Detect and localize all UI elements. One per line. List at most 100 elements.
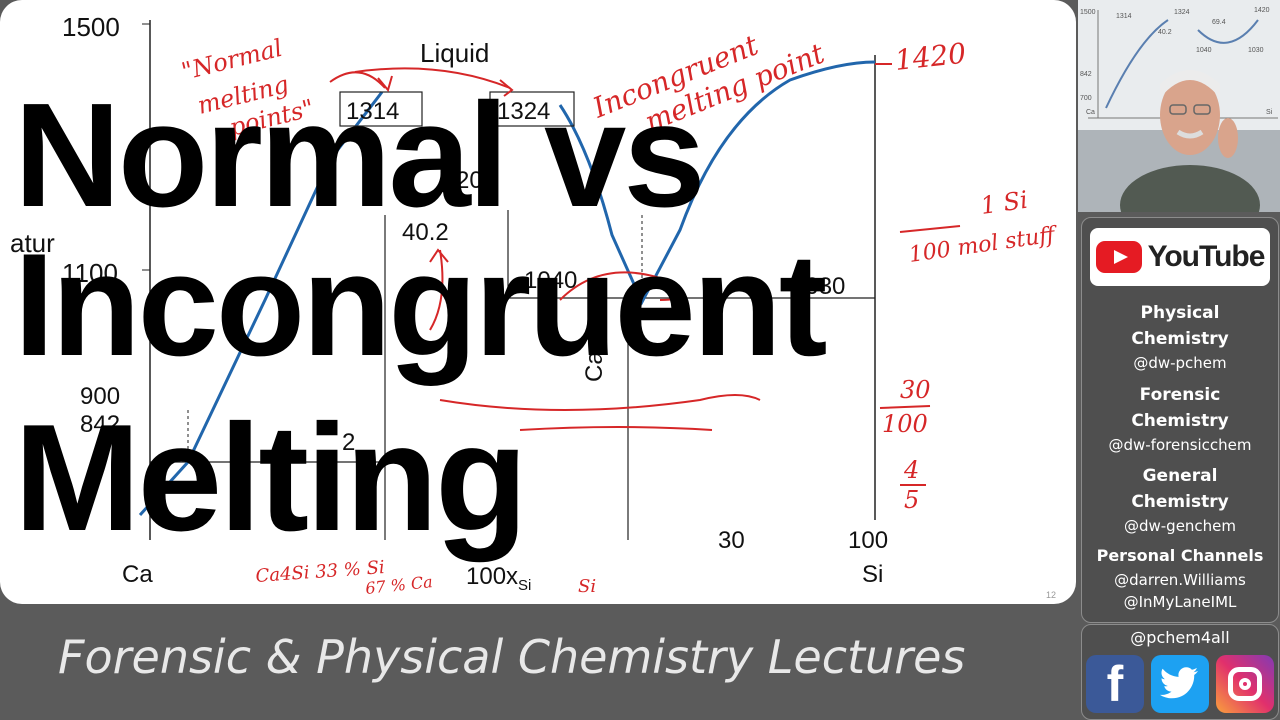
channel-title: Forensic [1139, 385, 1221, 405]
y-tick-1100: 1100 [62, 258, 118, 288]
facebook-icon[interactable]: f [1086, 655, 1144, 713]
x-tick-30: 30 [718, 527, 745, 554]
footer-title: Forensic & Physical Chemistry Lectures [58, 630, 966, 684]
label-box-1324 [489, 91, 575, 127]
board-label: 842 [1080, 71, 1092, 78]
ink-si: 1 Si [979, 186, 1029, 220]
board-label: 1324 [1174, 9, 1190, 16]
lecture-slide: 1500 1100 900 842 atur Liquid 1314 1324 … [0, 0, 1076, 604]
ink-arrowhead [429, 248, 449, 263]
ink-curve [519, 426, 713, 431]
webcam-scene: 1500 1314 1324 1420 1040 1030 842 700 Ca… [1078, 0, 1280, 212]
label-box-1314 [339, 91, 423, 127]
board-curve [1105, 19, 1259, 109]
slide-number: 12 [1046, 590, 1056, 600]
instagram-ring [1228, 667, 1262, 701]
twitter-icon[interactable] [1151, 655, 1209, 713]
channel-title: Physical [1140, 303, 1220, 323]
channel-title: Chemistry [1131, 492, 1229, 512]
x-label-si: Si [862, 561, 883, 588]
board-label: 1040 [1196, 47, 1212, 54]
x-label-ca: Ca [122, 561, 153, 588]
label-partial-20: 20 [456, 167, 483, 194]
ink-frac-top: 30 [900, 376, 931, 404]
ink-frac2-bot: 5 [904, 486, 919, 514]
board-label: 69.4 [1212, 19, 1226, 26]
personal-handle: @InMyLaneIML [1123, 593, 1237, 611]
y-axis-label: atur [10, 228, 55, 258]
mustache [1176, 129, 1204, 139]
channel-title: Chemistry [1131, 329, 1229, 349]
ink-arrow [329, 71, 386, 89]
title-line-2: Incongruent [14, 223, 827, 386]
ink-loop [559, 271, 681, 301]
person-shirt [1120, 165, 1260, 212]
x-axis-label: 100xSi [466, 563, 531, 594]
social-panel: @pchem4all f [1081, 624, 1279, 720]
personal-handle: @darren.Williams [1114, 571, 1246, 589]
label-1030: 1030 [792, 273, 845, 300]
channel-handle: @dw-pchem [1133, 354, 1227, 372]
instagram-icon[interactable] [1216, 655, 1274, 713]
label-partial-ca: Ca [581, 351, 608, 382]
social-handle: @pchem4all [1130, 628, 1230, 647]
person-face [1160, 75, 1220, 155]
y-tick-1500: 1500 [62, 12, 120, 42]
region-liquid: Liquid [420, 38, 489, 68]
ink-fraction-bar [879, 405, 931, 409]
webcam-video: 1500 1314 1324 1420 1040 1030 842 700 Ca… [1078, 0, 1280, 212]
ink-arrowhead [377, 75, 393, 93]
ink-curve [439, 394, 761, 411]
channel-handle: @dw-forensicchem [1108, 436, 1252, 454]
ink-1420: 1420 [893, 37, 967, 77]
ink-underline [899, 225, 961, 233]
liquidus-curve-right [558, 60, 876, 306]
ink-annotations [329, 63, 961, 486]
ink-arrow [429, 249, 444, 331]
channel-title: General [1142, 466, 1218, 486]
title-line-3: Melting [14, 393, 528, 563]
glasses-right [1193, 104, 1211, 115]
channel-forensic[interactable]: Forensic Chemistry @dw-forensicchem [1082, 382, 1278, 456]
board-label: 1030 [1248, 47, 1264, 54]
board-label: 1500 [1080, 9, 1096, 16]
personal-channels[interactable]: Personal Channels @darren.Williams @InMy… [1082, 543, 1278, 613]
person-hair [1160, 70, 1220, 98]
channel-handle: @dw-genchem [1123, 517, 1237, 535]
board-label: 40.2 [1158, 29, 1172, 36]
youtube-wordmark: YouTube [1147, 240, 1266, 273]
ink-frac-bot: 100 [882, 410, 928, 438]
liquidus-curve-left [138, 91, 384, 517]
ink-arrowhead [499, 79, 514, 97]
person-hand [1218, 118, 1238, 158]
youtube-logo[interactable]: YouTube [1090, 228, 1270, 286]
channel-physical[interactable]: Physical Chemistry @dw-pchem [1082, 300, 1278, 374]
board-label: 700 [1080, 95, 1092, 102]
label-1040: 1040 [524, 267, 577, 294]
youtube-play-icon [1095, 241, 1142, 273]
y-tick-900: 900 [80, 383, 120, 410]
x-tick-100: 100 [848, 527, 888, 554]
ink-arrow [354, 67, 511, 89]
label-partial-2: 2 [342, 429, 355, 456]
glasses-left [1169, 104, 1187, 115]
y-tick-842: 842 [80, 411, 120, 438]
channel-title: Chemistry [1131, 411, 1229, 431]
board-label: Ca [1086, 109, 1095, 116]
board-labels: 1500 1314 1324 1420 1040 1030 842 700 Ca… [1080, 7, 1273, 116]
ink-si-small: Si [578, 576, 596, 597]
label-40-2: 40.2 [402, 219, 449, 246]
board-label: 1314 [1116, 13, 1132, 20]
board-label: Si [1266, 109, 1273, 116]
channel-panel: YouTube Physical Chemistry @dw-pchem For… [1081, 217, 1279, 623]
facebook-glyph: f [1106, 656, 1124, 712]
ink-frac2-top: 4 [903, 456, 919, 484]
board-label: 1420 [1254, 7, 1270, 14]
title-line-1: Normal vs [14, 73, 706, 238]
channel-general[interactable]: General Chemistry @dw-genchem [1082, 463, 1278, 537]
personal-title: Personal Channels [1096, 546, 1264, 565]
twitter-bird [1160, 667, 1198, 699]
label-1324: 1324 [497, 98, 550, 125]
label-1314: 1314 [346, 98, 399, 125]
phase-diagram: 1500 1100 900 842 atur Liquid 1314 1324 … [10, 12, 1060, 600]
